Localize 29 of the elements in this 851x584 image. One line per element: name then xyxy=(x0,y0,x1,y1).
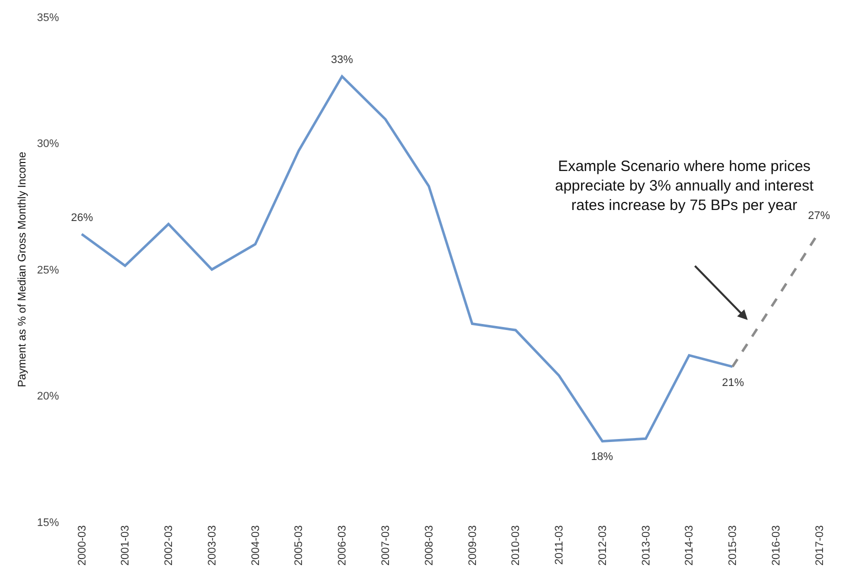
x-tick-label: 2005-03 xyxy=(293,525,306,566)
x-tick-label: 2011-03 xyxy=(554,525,566,565)
x-tick-label: 2001-03 xyxy=(120,525,132,566)
y-tick-label: 20% xyxy=(36,390,60,403)
x-tick-label: 2012-03 xyxy=(596,525,609,566)
y-tick-label: 15% xyxy=(36,516,60,529)
x-tick-label: 2007-03 xyxy=(380,525,392,566)
x-tick-label: 2014-03 xyxy=(684,525,696,566)
x-tick-label: 2000-03 xyxy=(76,525,88,566)
x-tick-label: 2013-03 xyxy=(640,525,652,566)
data-label: 18% xyxy=(591,451,614,463)
x-tick-label: 2004-03 xyxy=(250,525,262,566)
y-tick-label: 25% xyxy=(36,264,60,276)
data-label: 26% xyxy=(71,212,94,224)
data-label: 27% xyxy=(808,210,830,222)
x-tick-label: 2010-03 xyxy=(510,525,522,566)
x-tick-label: 2017-03 xyxy=(814,525,826,566)
x-tick-label: 2003-03 xyxy=(206,525,218,566)
data-label: 33% xyxy=(331,54,354,66)
y-tick-label: 30% xyxy=(36,138,60,150)
data-label: 21% xyxy=(722,377,744,389)
x-tick-label: 2002-03 xyxy=(163,525,176,566)
x-tick-label: 2009-03 xyxy=(466,525,479,566)
x-tick-label: 2006-03 xyxy=(336,525,349,566)
x-tick-label: 2016-03 xyxy=(770,525,782,566)
x-tick-label: 2008-03 xyxy=(423,525,436,566)
y-tick-label: 35% xyxy=(36,12,60,24)
x-tick-label: 2015-03 xyxy=(727,525,740,566)
y-axis-title: Payment as % of Median Gross Monthly Income xyxy=(16,152,29,388)
